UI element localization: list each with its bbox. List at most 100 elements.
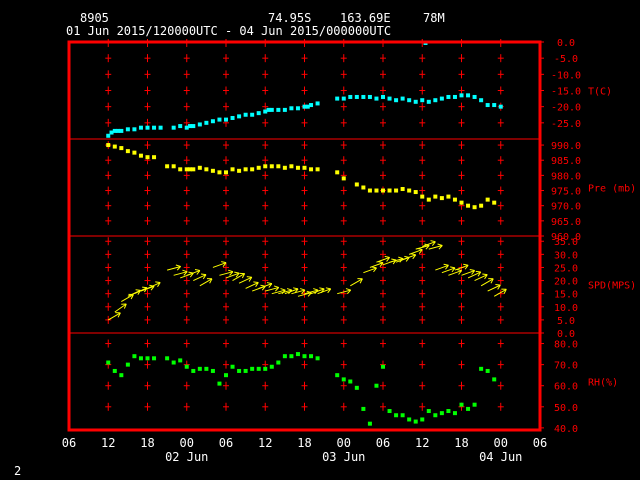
humidity-point — [361, 406, 366, 411]
x-tick-label: 00 — [337, 436, 351, 450]
wind-arrow — [193, 273, 207, 282]
wind-arrow-head — [142, 286, 148, 289]
temperature-point — [485, 103, 490, 108]
humidity-point — [165, 356, 170, 361]
wind-arrow-head — [477, 271, 482, 277]
temperature-point — [354, 94, 359, 99]
wind-arrow — [166, 264, 182, 271]
wind-arrow-shaft — [422, 241, 436, 247]
humidity-point — [485, 368, 490, 373]
wind-arrow-head — [253, 281, 259, 284]
humidity-point — [426, 409, 431, 414]
humidity-point — [466, 406, 471, 411]
temperature-point — [315, 101, 320, 106]
day-label: 03 Jun — [322, 450, 365, 464]
temperature-point — [433, 98, 438, 103]
y-tick-label-pressure: 975.0 — [551, 187, 581, 198]
pressure-point — [178, 167, 183, 172]
wind-arrow-head — [384, 255, 390, 258]
wind-arrow-head — [228, 269, 234, 273]
wind-arrow-shaft — [147, 282, 161, 289]
wind-arrow-shaft — [186, 270, 201, 276]
humidity-point — [138, 356, 143, 361]
wind-arrow-head — [398, 256, 404, 260]
wind-arrow-head — [475, 270, 481, 273]
humidity-point — [459, 402, 464, 407]
humidity-point — [191, 368, 196, 373]
pressure-point — [188, 167, 193, 172]
wind-arrow-shaft — [310, 288, 325, 295]
wind-arrow — [337, 288, 352, 295]
wind-arrow — [173, 269, 188, 276]
pressure-point — [439, 196, 444, 201]
y-tick-label-temperature: -10.0 — [551, 70, 581, 81]
wind-arrow — [265, 285, 280, 292]
wind-arrow-head — [273, 285, 279, 288]
header: 8905 74.95S 163.69E 78M 01 Jun 2015/1200… — [66, 11, 445, 38]
y-tick-label-temperature: -15.0 — [551, 87, 581, 98]
humidity-point — [381, 364, 385, 369]
wind-arrow — [199, 278, 213, 287]
humidity-point — [145, 356, 150, 361]
page-number: 2 — [14, 464, 21, 478]
humidity-point — [341, 377, 346, 382]
wind-arrow-shaft — [402, 254, 416, 261]
wind-arrow-shaft — [121, 294, 134, 302]
pressure-point — [237, 168, 242, 173]
wind-arrow — [317, 287, 332, 295]
pressure-point — [433, 194, 438, 199]
humidity-point — [132, 354, 137, 359]
temperature-point — [171, 125, 176, 130]
pressure-point — [426, 197, 431, 202]
wind-arrow-head — [157, 282, 161, 287]
elevation: 78M — [423, 11, 445, 25]
temperature-point — [426, 99, 431, 104]
pressure-point — [184, 167, 189, 172]
temperature-point — [243, 112, 248, 117]
y-tick-label-wind: 0.0 — [557, 329, 575, 340]
temperature-point — [217, 117, 222, 122]
humidity-point — [112, 368, 117, 373]
wind-arrow-shaft — [114, 303, 127, 313]
pressure-point — [295, 165, 300, 170]
y-tick-label-humidity: 40.0 — [554, 424, 578, 435]
wind-arrow-shaft — [480, 278, 494, 287]
y-tick-label-temperature: -20.0 — [551, 103, 581, 114]
pressure-point — [492, 200, 497, 205]
temperature-point — [282, 107, 287, 112]
humidity-point — [433, 413, 438, 418]
wind-arrow — [147, 281, 161, 289]
wind-arrow-shaft — [291, 289, 306, 295]
wind-arrow — [422, 240, 436, 247]
wind-arrow-shaft — [245, 282, 259, 289]
wind-arrow-head — [463, 263, 469, 266]
temperature-point — [132, 127, 137, 132]
x-tick-label: 00 — [180, 436, 194, 450]
temperature-point — [492, 103, 497, 108]
y-tick-label-wind: 25.0 — [554, 263, 578, 274]
humidity-point — [407, 417, 412, 422]
wind-arrow-head — [471, 270, 476, 275]
temperature-point — [237, 114, 242, 119]
pressure-point — [243, 167, 248, 172]
day-label: 04 Jun — [479, 450, 522, 464]
wind-arrow-shaft — [238, 276, 252, 284]
wind-arrow — [441, 266, 456, 274]
x-tick-label: 18 — [454, 436, 468, 450]
pressure-point — [479, 203, 484, 208]
x-tick-label: 12 — [101, 436, 115, 450]
y-tick-label-pressure: 965.0 — [551, 217, 581, 228]
pressure-point — [230, 167, 235, 172]
x-tick-label: 06 — [219, 436, 233, 450]
temperature-point — [204, 120, 209, 125]
wind-arrow-head — [418, 249, 423, 254]
temperature-point — [230, 115, 235, 120]
wind-arrow-head — [346, 289, 352, 295]
wind-arrow-head — [430, 240, 436, 243]
humidity-point — [230, 364, 235, 369]
wind-arrow-head — [135, 289, 141, 291]
temperature-point — [184, 125, 189, 130]
temperature-point — [106, 133, 111, 138]
temperature-point — [387, 96, 392, 101]
